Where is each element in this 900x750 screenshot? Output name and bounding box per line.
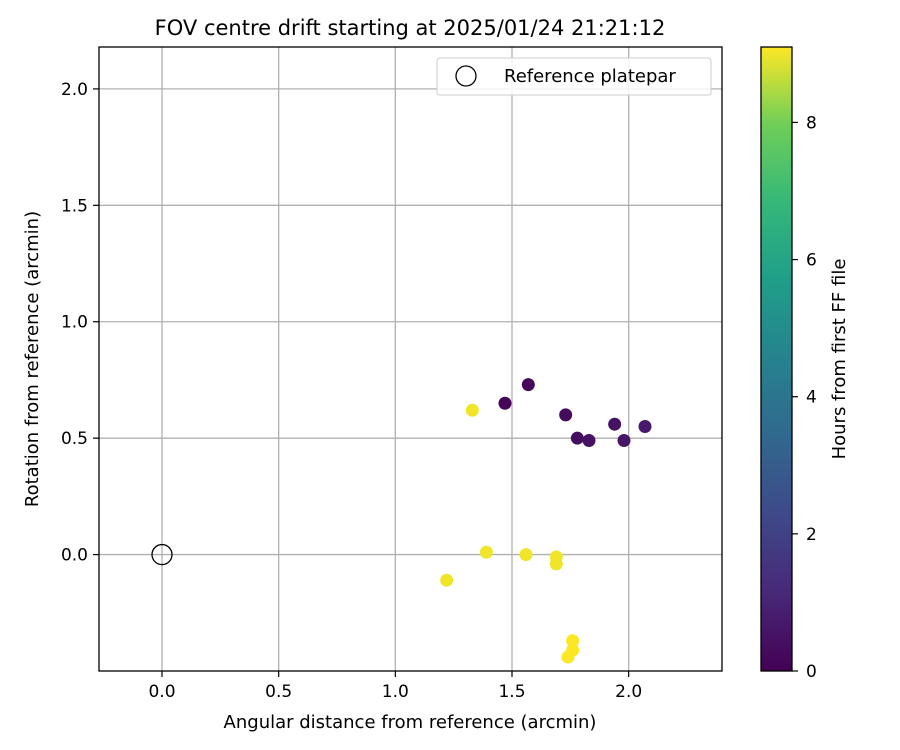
colorbar-tick-label: 8 [806,113,817,133]
data-point [566,634,580,648]
colorbar-label: Hours from first FF file [829,259,850,460]
y-tick-label: 1.5 [61,196,88,216]
legend-label: Reference platepar [504,66,676,87]
x-axis-ticks: 0.0 0.5 1.0 1.5 2.0 [148,671,642,702]
y-axis-label: Rotation from reference (arcmin) [22,211,43,507]
grid [99,47,722,671]
data-point [617,433,631,447]
x-tick-label: 1.0 [382,682,409,702]
legend-marker-icon [455,65,477,87]
plot-frame [98,46,723,672]
x-tick-label: 0.5 [265,682,292,702]
y-tick-label: 0.0 [61,546,88,566]
colorbar: 0 2 4 6 8 Hours from first FF file [760,46,850,682]
data-point [465,403,479,417]
data-point [638,420,652,434]
data-point [479,545,493,559]
chart-title: FOV centre drift starting at 2025/01/24 … [155,16,666,40]
colorbar-tick-label: 0 [806,662,817,682]
y-tick-label: 2.0 [61,80,88,100]
data-points [151,378,652,664]
colorbar-gradient [760,46,793,672]
data-point [608,417,622,431]
reference-point [151,543,173,566]
y-tick-label: 0.5 [61,429,88,449]
legend-box [436,57,712,96]
data-point [582,433,596,447]
data-point [559,408,573,422]
x-tick-label: 0.0 [148,682,175,702]
y-tick-label: 1.0 [61,313,88,333]
x-axis-label: Angular distance from reference (arcmin) [224,712,597,733]
colorbar-tick-label: 6 [806,251,817,271]
colorbar-tick-label: 2 [806,525,817,545]
x-tick-label: 1.5 [498,682,525,702]
legend: Reference platepar [436,57,712,96]
data-point [521,378,535,392]
x-tick-label: 2.0 [615,682,642,702]
data-point [570,431,584,445]
data-point [561,650,575,664]
data-point [440,573,454,587]
data-point [549,557,563,571]
colorbar-ticks: 0 2 4 6 8 [792,113,817,682]
data-point [498,396,512,410]
colorbar-tick-label: 4 [806,388,817,408]
y-axis-ticks: 0.0 0.5 1.0 1.5 2.0 [61,80,99,566]
data-point [519,548,533,562]
